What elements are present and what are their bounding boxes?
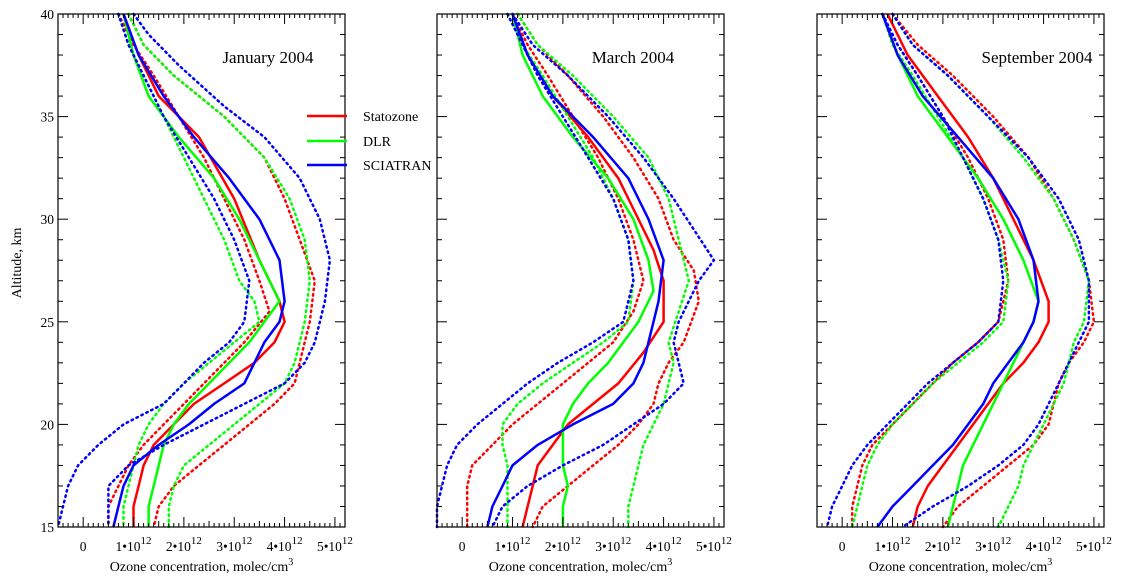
x-tick-label: 3•1012 [595, 535, 631, 554]
series-line-sciatran-solid [876, 13, 1040, 528]
plot-frame [436, 13, 725, 528]
series-line-dlr-solid [881, 13, 1040, 528]
panel-march: March 2004 0 1•1012 2•1012 3•1012 4•1012 5•10… [435, 12, 732, 575]
x-tick-label: 4•1012 [646, 535, 682, 554]
legend: Statozone DLR SCIATRAN [307, 110, 431, 174]
x-tick-exponent: 12 [1101, 535, 1112, 547]
x-tick-exponent: 12 [721, 535, 732, 547]
x-tick-label: 1•1012 [116, 535, 152, 554]
x-tick-label: 2•1012 [166, 535, 202, 554]
x-tick-label: 0 [839, 539, 846, 554]
x-tick-exponent: 12 [1051, 535, 1062, 547]
x-tick-label: 2•1012 [925, 535, 961, 554]
series-line-sciatran-solid [112, 13, 286, 528]
plot-frame [57, 13, 346, 528]
x-tick-label: 3•1012 [975, 535, 1011, 554]
x-tick-label: 5•1012 [696, 535, 732, 554]
series-line-sciatran-dotted [891, 12, 1091, 529]
series-line-dlr-dotted [501, 12, 635, 529]
panel-september: September 2004 0 1•1012 2•1012 3•1012 4•1012… [816, 12, 1112, 575]
x-tick-exponent: 12 [141, 535, 152, 547]
y-tick-label: 35 [41, 110, 55, 125]
x-tick-label: 1•1012 [875, 535, 911, 554]
x-tick-exponent: 12 [191, 535, 202, 547]
series-line-dlr-dotted [127, 12, 312, 529]
series-line-statozone-dotted [516, 12, 701, 529]
series-line-statozone-dotted [891, 12, 1096, 529]
x-axis-label-superscript: 3 [1047, 557, 1052, 568]
y-tick-label: 40 [41, 7, 55, 22]
x-tick-exponent: 12 [900, 535, 911, 547]
x-tick-exponent: 12 [1000, 535, 1011, 547]
legend-label-sciatran: SCIATRAN [363, 159, 431, 174]
panel-january: January 2004 0 1•1012 2•1012 3•1012 4•1012 5•… [41, 7, 432, 575]
series-line-dlr-dotted [117, 12, 261, 529]
x-axis-label-superscript: 3 [288, 557, 293, 568]
x-axis-label: Ozone concentration, molec/cm3 [869, 557, 1052, 575]
x-tick-label: 5•1012 [317, 535, 353, 554]
x-tick-label: 1•1012 [495, 535, 531, 554]
plot-area: 0 1•1012 2•1012 3•1012 4•1012 5•1012 Ozone con… [816, 12, 1112, 575]
series-line-statozone-solid [511, 13, 665, 528]
x-tick-label: 0 [459, 539, 466, 554]
x-tick-label: 4•1012 [267, 535, 303, 554]
plot-area: 0 1•1012 2•1012 3•1012 4•1012 5•1012 15 20 25 30 3… [41, 7, 353, 575]
x-tick-label: 2•1012 [545, 535, 581, 554]
x-axis-label: Ozone concentration, molec/cm3 [110, 557, 293, 575]
legend-label-dlr: DLR [363, 135, 392, 150]
series-line-statozone-solid [122, 13, 286, 527]
x-axis-label-superscript: 3 [667, 557, 672, 568]
y-tick-label: 20 [41, 417, 55, 432]
x-tick-exponent: 12 [292, 535, 303, 547]
series-line-dlr-dotted [891, 12, 1091, 529]
x-tick-exponent: 12 [342, 535, 353, 547]
series-line-statozone-dotted [850, 12, 1010, 529]
series-line-dlr-dotted [516, 12, 691, 529]
panel-title: March 2004 [592, 48, 675, 67]
panel-title: January 2004 [222, 48, 314, 67]
x-tick-exponent: 12 [620, 535, 631, 547]
x-axis-label: Ozone concentration, molec/cm3 [489, 557, 672, 575]
y-tick-label: 30 [41, 212, 55, 227]
x-tick-exponent: 12 [671, 535, 682, 547]
y-tick-label: 25 [41, 315, 55, 330]
legend-label-statozone: Statozone [363, 110, 418, 125]
x-tick-exponent: 12 [241, 535, 252, 547]
y-tick-label: 15 [41, 520, 55, 535]
x-tick-exponent: 12 [520, 535, 531, 547]
x-tick-exponent: 12 [950, 535, 961, 547]
series-line-sciatran-dotted [56, 12, 251, 529]
x-tick-label: 5•1012 [1076, 535, 1112, 554]
plot-frame [816, 13, 1105, 528]
series-line-dlr-dotted [850, 12, 1010, 529]
series-line-statozone-solid [886, 13, 1050, 528]
series-line-sciatran-dotted [491, 12, 716, 529]
x-tick-label: 0 [80, 539, 87, 554]
x-tick-exponent: 12 [570, 535, 581, 547]
series-line-statozone-dotted [465, 12, 645, 529]
series-line-dlr-solid [122, 13, 281, 527]
plot-area: 0 1•1012 2•1012 3•1012 4•1012 5•1012 Ozone con… [435, 12, 732, 575]
y-axis-label: Altitude, km [10, 228, 25, 299]
series-line-sciatran-solid [486, 13, 665, 528]
x-tick-label: 4•1012 [1026, 535, 1062, 554]
x-tick-label: 3•1012 [216, 535, 252, 554]
series-line-sciatran-dotted [107, 12, 332, 529]
series-line-sciatran-dotted [435, 12, 635, 529]
panel-title: September 2004 [982, 48, 1093, 67]
